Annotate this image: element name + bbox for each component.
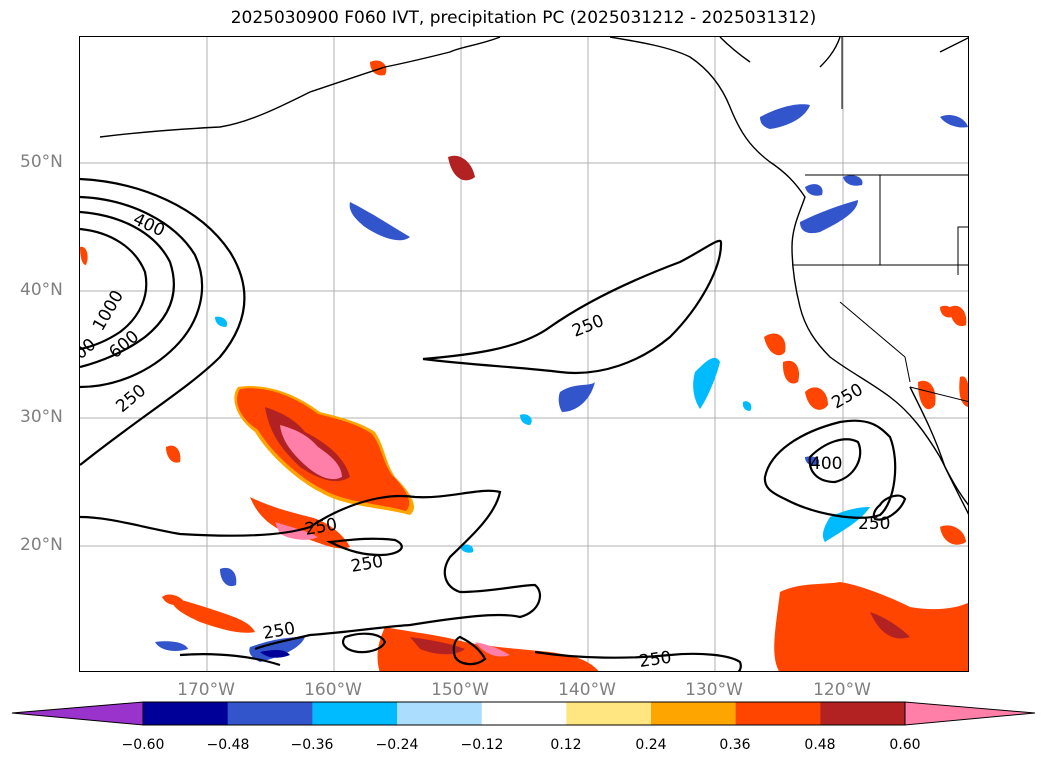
colorbar-tick: 0.12 (550, 737, 582, 753)
colorbar-tick: 0.36 (719, 737, 751, 753)
colorbar-segment (143, 702, 229, 725)
contour-label: 250 (349, 552, 384, 577)
colorbar-tick: −0.24 (375, 737, 419, 753)
contour-label: 1000 (89, 287, 128, 334)
colorbar-tick: 0.48 (804, 737, 836, 753)
map-panel: 400 1000 600 800 250 250 250 400 250 250… (79, 36, 969, 672)
contour-label: 250 (569, 311, 607, 342)
colorbar-segment (651, 702, 737, 725)
colorbar-segment (227, 702, 313, 725)
colorbar-segment (820, 702, 906, 725)
colorbar-segment (735, 702, 821, 725)
lon-label-130w: 130°W (685, 680, 743, 700)
political-borders (792, 37, 968, 403)
colorbar-tick: 0.24 (635, 737, 667, 753)
contour-label: 250 (112, 381, 150, 417)
coastlines (99, 37, 968, 515)
lat-label-30n: 30°N (20, 407, 63, 427)
lon-label-170w: 170°W (177, 680, 235, 700)
colorbar-tick: −0.12 (460, 737, 504, 753)
contour-label: 250 (638, 648, 673, 672)
contour-label: 400 (810, 454, 842, 474)
lon-label-160w: 160°W (304, 680, 362, 700)
contour-label: 250 (829, 380, 867, 414)
contour-label-group: 400 1000 600 800 250 250 250 400 250 250… (80, 209, 890, 672)
colorbar-tick: −0.48 (206, 737, 250, 753)
lat-label-40n: 40°N (20, 280, 63, 300)
lon-label-120w: 120°W (813, 680, 871, 700)
graticule (80, 37, 968, 671)
lat-label-50n: 50°N (20, 152, 63, 172)
colorbar-extend-high (905, 702, 1035, 725)
lon-label-150w: 150°W (431, 680, 489, 700)
precip-negative-shading (155, 104, 968, 662)
lat-label-20n: 20°N (20, 535, 63, 555)
colorbar-extend-low (12, 702, 143, 725)
colorbar-tick: −0.36 (290, 737, 334, 753)
colorbar (11, 701, 1036, 726)
colorbar-segment (397, 702, 483, 725)
colorbar-tick: 0.60 (889, 737, 921, 753)
lon-label-140w: 140°W (558, 680, 616, 700)
contour-label: 250 (858, 514, 890, 534)
colorbar-segment (566, 702, 652, 725)
colorbar-tick: −0.60 (121, 737, 165, 753)
map-canvas: 400 1000 600 800 250 250 250 400 250 250… (80, 37, 968, 672)
map-title: 2025030900 F060 IVT, precipitation PC (2… (230, 8, 817, 28)
ivt-contours (80, 177, 907, 671)
precip-positive-shading (80, 60, 968, 671)
colorbar-segment (481, 702, 567, 725)
colorbar-segment (312, 702, 398, 725)
